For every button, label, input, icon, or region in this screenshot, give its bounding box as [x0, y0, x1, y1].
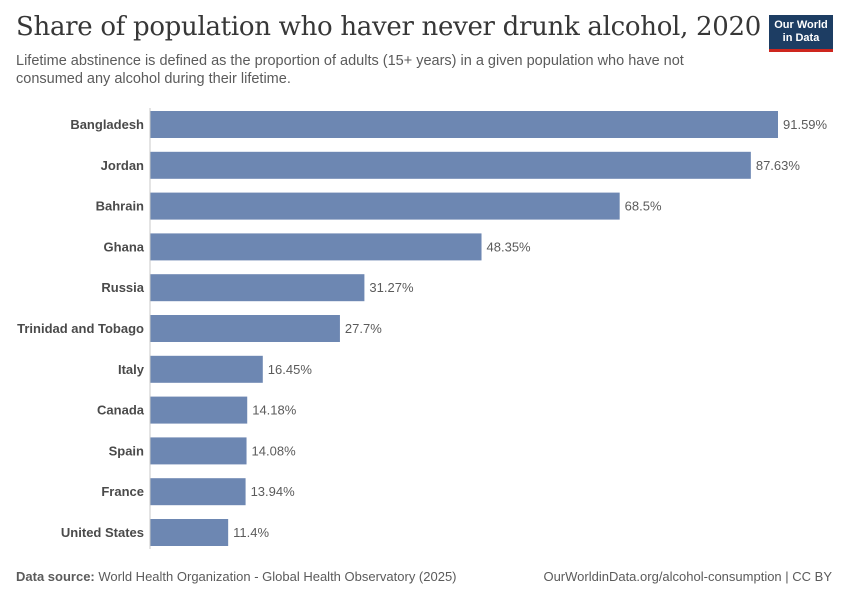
value-label: 14.08% [252, 443, 297, 458]
logo-line-1: Our World [774, 19, 828, 31]
category-label: Russia [101, 280, 144, 295]
bar[interactable] [150, 355, 263, 383]
data-source-label: Data source: [16, 569, 95, 584]
bar[interactable] [150, 233, 482, 261]
value-label: 91.59% [783, 117, 828, 132]
category-label: Spain [109, 443, 144, 458]
logo-line-2: in Data [782, 32, 820, 44]
bar[interactable] [150, 111, 778, 138]
bar[interactable] [150, 274, 365, 302]
bar[interactable] [150, 396, 248, 424]
value-label: 27.7% [345, 321, 382, 336]
value-label: 14.18% [252, 403, 297, 418]
bar[interactable] [150, 519, 229, 546]
bar[interactable] [150, 151, 751, 179]
owid-logo[interactable]: Our World in Data [769, 15, 833, 52]
data-source-text[interactable]: World Health Organization - Global Healt… [94, 569, 457, 584]
bars-layer: Bangladesh 91.59% Jordan 87.63% Bahrain 68.5%… [17, 111, 828, 546]
value-label: 13.94% [251, 484, 296, 499]
category-label: United States [61, 525, 144, 540]
category-label: Jordan [101, 158, 144, 173]
data-source: Data source: World Health Organization -… [16, 569, 457, 584]
value-label: 68.5% [625, 199, 662, 214]
value-label: 87.63% [756, 158, 801, 173]
chart-subtitle: Lifetime abstinence is defined as the pr… [16, 53, 684, 87]
value-label: 11.4% [233, 525, 269, 540]
value-label: 31.27% [369, 280, 414, 295]
category-label: Bahrain [96, 199, 144, 214]
category-label: Canada [97, 403, 145, 418]
category-label: Trinidad and Tobago [17, 321, 144, 336]
url-license[interactable]: OurWorldinData.org/alcohol-consumption |… [543, 569, 832, 584]
category-label: Ghana [104, 239, 145, 254]
bar[interactable] [150, 192, 620, 220]
chart-title: Share of population who haver never drun… [16, 12, 761, 42]
category-label: Italy [118, 362, 145, 377]
bar[interactable] [150, 478, 246, 506]
value-label: 48.35% [487, 239, 532, 254]
category-label: France [101, 484, 144, 499]
value-label: 16.45% [268, 362, 313, 377]
category-label: Bangladesh [70, 117, 144, 132]
bar[interactable] [150, 315, 340, 342]
bar[interactable] [150, 437, 247, 465]
